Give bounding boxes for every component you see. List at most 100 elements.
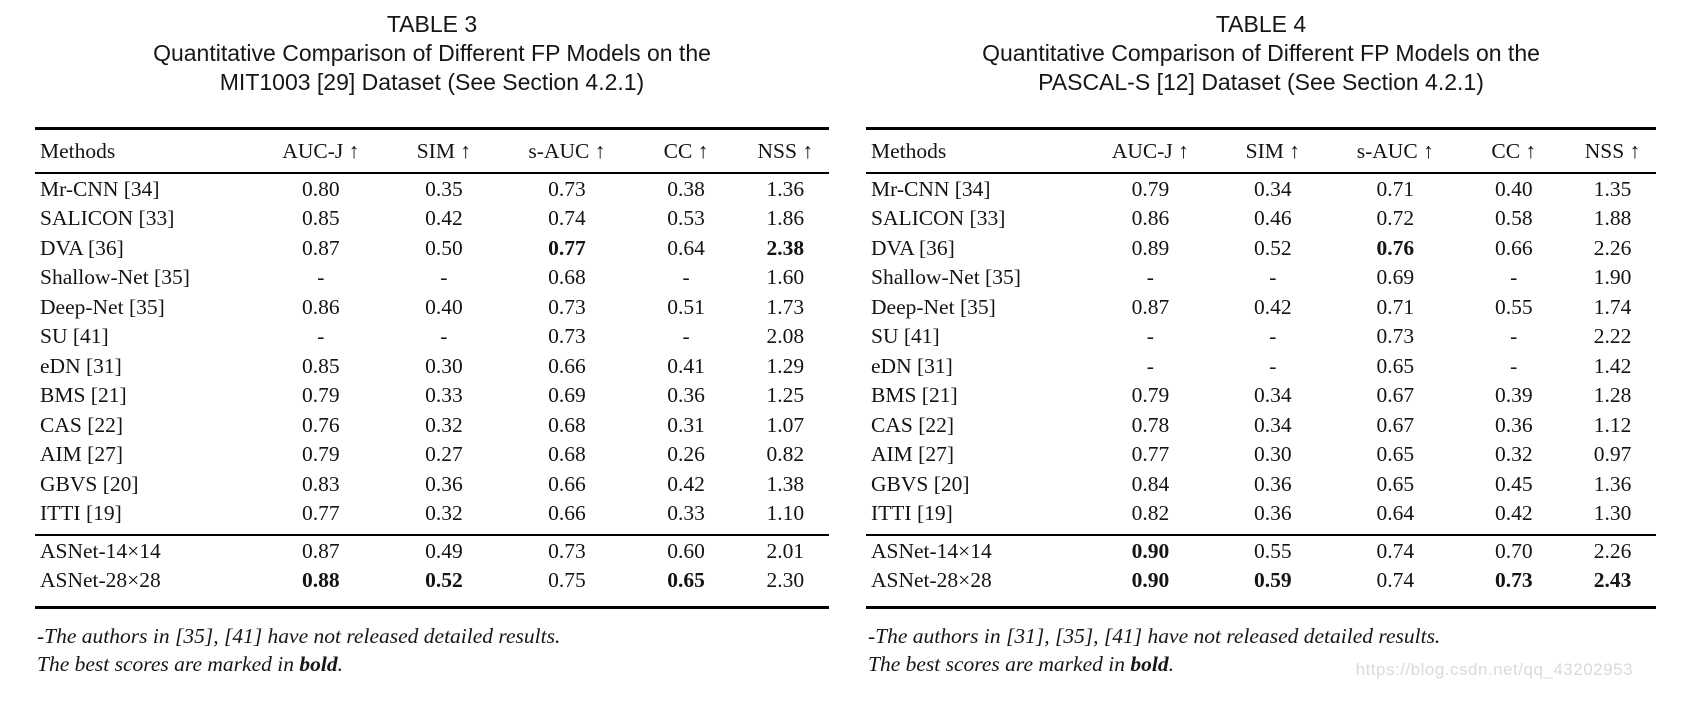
value-cell: 0.36: [667, 383, 705, 407]
col-header-auc-j: AUC-J ↑: [1087, 128, 1214, 174]
value-cell: 0.41: [667, 353, 705, 378]
col-header-auc-j: AUC-J ↑: [257, 128, 385, 174]
method-cell: ITTI [19]: [871, 501, 953, 525]
value-cell: 2.26: [1593, 538, 1632, 563]
table3-footnotes: -The authors in [35], [41] have not rele…: [35, 623, 829, 678]
col-header-cc: CC ↑: [1458, 128, 1570, 174]
value-cell: 2.30: [766, 568, 805, 592]
value-cell: 0.79: [302, 383, 340, 407]
value-cell: 0.73: [1494, 568, 1533, 592]
value-cell: 0.27: [425, 442, 463, 466]
value-cell: 0.36: [1254, 471, 1292, 496]
value-cell: 0.85: [302, 353, 340, 378]
value-cell: 2.08: [766, 324, 805, 348]
table4-caption-line2: PASCAL-S [12] Dataset (See Section 4.2.1…: [1038, 69, 1484, 95]
value-cell: 0.32: [425, 412, 463, 437]
value-cell: 0.86: [302, 294, 340, 319]
value-cell: 0.90: [1131, 538, 1170, 563]
value-cell: 1.36: [766, 176, 805, 201]
table3-footnote-2: The best scores are marked in bold.: [37, 651, 829, 679]
table-row: ITTI [19] 0.82 0.36 0.64 0.42 1.30: [866, 499, 1656, 536]
value-cell: 0.34: [1254, 176, 1292, 201]
value-cell: 0.64: [667, 235, 705, 260]
value-cell: 0.39: [1494, 383, 1533, 407]
col-header-sim: SIM ↑: [1213, 128, 1333, 174]
table3-header: Methods AUC-J ↑ SIM ↑ s-AUC ↑ CC ↑ NSS ↑: [35, 128, 829, 174]
value-cell: 1.90: [1593, 265, 1632, 289]
table-row: eDN [31] 0.85 0.30 0.66 0.41 1.29: [35, 351, 829, 381]
footnote-bold-word: bold: [299, 651, 338, 676]
value-cell: -: [317, 324, 325, 348]
value-cell: 0.80: [302, 176, 340, 201]
value-cell: 0.36: [1494, 412, 1533, 437]
table4-section: TABLE 4 Quantitative Comparison of Diffe…: [866, 10, 1656, 678]
value-cell: 1.10: [766, 501, 805, 525]
table3-caption: TABLE 3 Quantitative Comparison of Diffe…: [35, 10, 829, 97]
footnote-bold-word: bold: [1130, 651, 1169, 676]
method-cell: Shallow-Net [35]: [40, 265, 190, 289]
table-row-asnet: ASNet-28×28 0.90 0.59 0.74 0.73 2.43: [866, 566, 1656, 608]
value-cell: 0.90: [1131, 568, 1170, 592]
value-cell: 0.26: [667, 442, 705, 466]
table-row: CAS [22] 0.78 0.34 0.67 0.36 1.12: [866, 410, 1656, 440]
value-cell: 0.64: [1376, 501, 1415, 525]
table-row: ITTI [19] 0.77 0.32 0.66 0.33 1.10: [35, 499, 829, 536]
method-cell: Shallow-Net [35]: [871, 265, 1021, 289]
value-cell: 0.55: [1254, 538, 1292, 563]
value-cell: 0.66: [1494, 235, 1533, 260]
method-cell: ASNet-14×14: [871, 538, 992, 563]
value-cell: -: [440, 324, 448, 348]
method-cell: AIM [27]: [871, 442, 954, 466]
value-cell: 0.68: [548, 265, 586, 289]
value-cell: 0.89: [1131, 235, 1170, 260]
col-header-methods: Methods: [35, 128, 258, 174]
table-row: BMS [21] 0.79 0.34 0.67 0.39 1.28: [866, 381, 1656, 411]
table-row: Shallow-Net [35] - - 0.68 - 1.60: [35, 263, 829, 293]
value-cell: 0.50: [425, 235, 463, 260]
value-cell: 0.69: [548, 383, 586, 407]
value-cell: 0.76: [302, 412, 340, 437]
table-row: CAS [22] 0.76 0.32 0.68 0.31 1.07: [35, 410, 829, 440]
value-cell: 0.97: [1593, 442, 1632, 466]
value-cell: 0.69: [1376, 265, 1415, 289]
table3-footnote-1: -The authors in [35], [41] have not rele…: [37, 624, 561, 648]
value-cell: 0.78: [1131, 412, 1170, 437]
method-cell: BMS [21]: [40, 383, 127, 407]
value-cell: 0.55: [1494, 294, 1533, 319]
value-cell: -: [682, 265, 690, 289]
value-cell: 0.52: [1254, 235, 1292, 260]
table3: Methods AUC-J ↑ SIM ↑ s-AUC ↑ CC ↑ NSS ↑…: [35, 127, 829, 609]
table-row: SALICON [33] 0.86 0.46 0.72 0.58 1.88: [866, 204, 1656, 234]
value-cell: 0.87: [1131, 294, 1170, 319]
value-cell: 1.38: [766, 471, 805, 496]
table-row: AIM [27] 0.79 0.27 0.68 0.26 0.82: [35, 440, 829, 470]
value-cell: 0.84: [1131, 471, 1170, 496]
col-header-cc: CC ↑: [630, 128, 742, 174]
table-row: GBVS [20] 0.83 0.36 0.66 0.42 1.38: [35, 469, 829, 499]
value-cell: 1.25: [766, 383, 805, 407]
method-cell: SU [41]: [40, 324, 109, 348]
value-cell: 1.86: [766, 206, 805, 230]
value-cell: 0.67: [1376, 383, 1415, 407]
method-cell: ASNet-28×28: [40, 568, 161, 592]
table-row-asnet: ASNet-14×14 0.87 0.49 0.73 0.60 2.01: [35, 535, 829, 566]
table4-number: TABLE 4: [1215, 11, 1307, 37]
value-cell: -: [1146, 353, 1154, 378]
table4-caption-line1: Quantitative Comparison of Different FP …: [982, 40, 1540, 66]
table-row: SU [41] - - 0.73 - 2.08: [35, 322, 829, 352]
col-header-nss: NSS ↑: [1569, 128, 1656, 174]
value-cell: 0.66: [548, 501, 586, 525]
method-cell: DVA [36]: [871, 235, 955, 260]
value-cell: 0.38: [667, 176, 705, 201]
value-cell: 0.49: [425, 538, 463, 563]
value-cell: 0.40: [425, 294, 463, 319]
table3-caption-line1: Quantitative Comparison of Different FP …: [153, 40, 711, 66]
value-cell: 0.72: [1376, 206, 1415, 230]
table-row: GBVS [20] 0.84 0.36 0.65 0.45 1.36: [866, 469, 1656, 499]
method-cell: ASNet-28×28: [871, 568, 992, 592]
col-header-methods: Methods: [866, 128, 1088, 174]
table4-body: Mr-CNN [34] 0.79 0.34 0.71 0.40 1.35: [866, 173, 1656, 535]
value-cell: 0.67: [1376, 412, 1415, 437]
value-cell: 0.88: [302, 568, 340, 592]
